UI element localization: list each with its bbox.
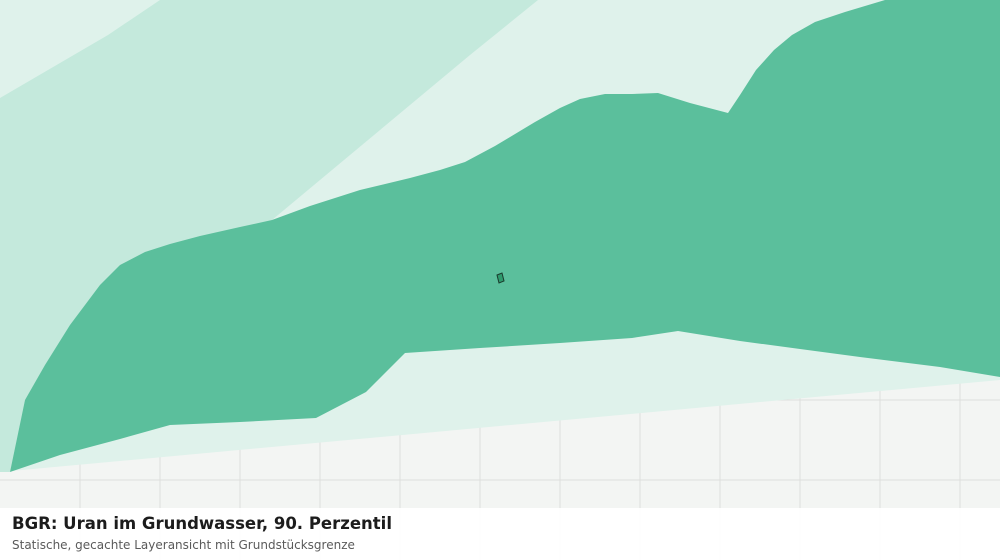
uran-class-low-area (0, 0, 538, 472)
caption-panel: BGR: Uran im Grundwasser, 90. Perzentil … (0, 508, 1000, 560)
uran-class-mid-area (10, 0, 1000, 472)
map-title: BGR: Uran im Grundwasser, 90. Perzentil (12, 514, 392, 533)
parcel-boundary[interactable] (496, 272, 505, 284)
map-subtitle: Statische, gecachte Layeransicht mit Gru… (12, 538, 355, 552)
